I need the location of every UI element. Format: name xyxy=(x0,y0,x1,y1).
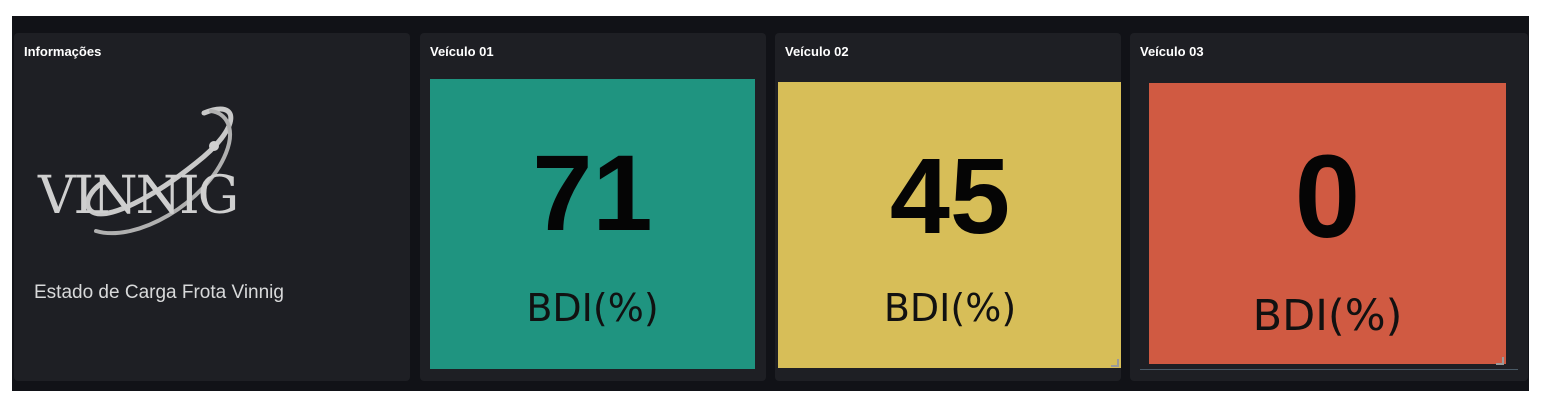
vinnig-logo: VINNIG xyxy=(36,93,288,243)
vehicle-01-value: 71 xyxy=(532,132,653,253)
vehicle-02-value: 45 xyxy=(889,135,1011,256)
vehicle-01-panel[interactable]: Veículo 01 71 BDI(%) xyxy=(420,33,766,381)
vehicle-03-panel[interactable]: Veículo 03 0 BDI(%) xyxy=(1130,33,1528,381)
vehicle-02-title[interactable]: Veículo 02 xyxy=(785,44,849,59)
vehicle-02-resize-handle[interactable] xyxy=(1111,359,1119,367)
vehicle-01-stat: 71 BDI(%) xyxy=(430,79,755,369)
info-panel-title[interactable]: Informações xyxy=(24,44,102,59)
vehicle-03-title[interactable]: Veículo 03 xyxy=(1140,44,1204,59)
vehicle-03-stat: 0 BDI(%) xyxy=(1149,83,1506,364)
info-description: Estado de Carga Frota Vinnig xyxy=(34,282,284,303)
vehicle-01-unit: BDI(%) xyxy=(526,286,659,330)
vehicle-03-value: 0 xyxy=(1294,131,1361,263)
vehicle-02-panel[interactable]: Veículo 02 45 BDI(%) xyxy=(775,33,1121,381)
vehicle-01-title[interactable]: Veículo 01 xyxy=(430,44,494,59)
logo-wordmark: VINNIG xyxy=(37,166,237,226)
vehicle-03-resize-handle[interactable] xyxy=(1496,357,1504,365)
vehicle-02-unit: BDI(%) xyxy=(883,286,1017,330)
info-panel[interactable]: Informações VINNIG Estado de Carga Frota… xyxy=(14,33,410,381)
vehicle-03-underline xyxy=(1140,369,1518,370)
vehicle-02-stat: 45 BDI(%) xyxy=(778,82,1121,368)
vehicle-03-unit: BDI(%) xyxy=(1252,291,1403,341)
